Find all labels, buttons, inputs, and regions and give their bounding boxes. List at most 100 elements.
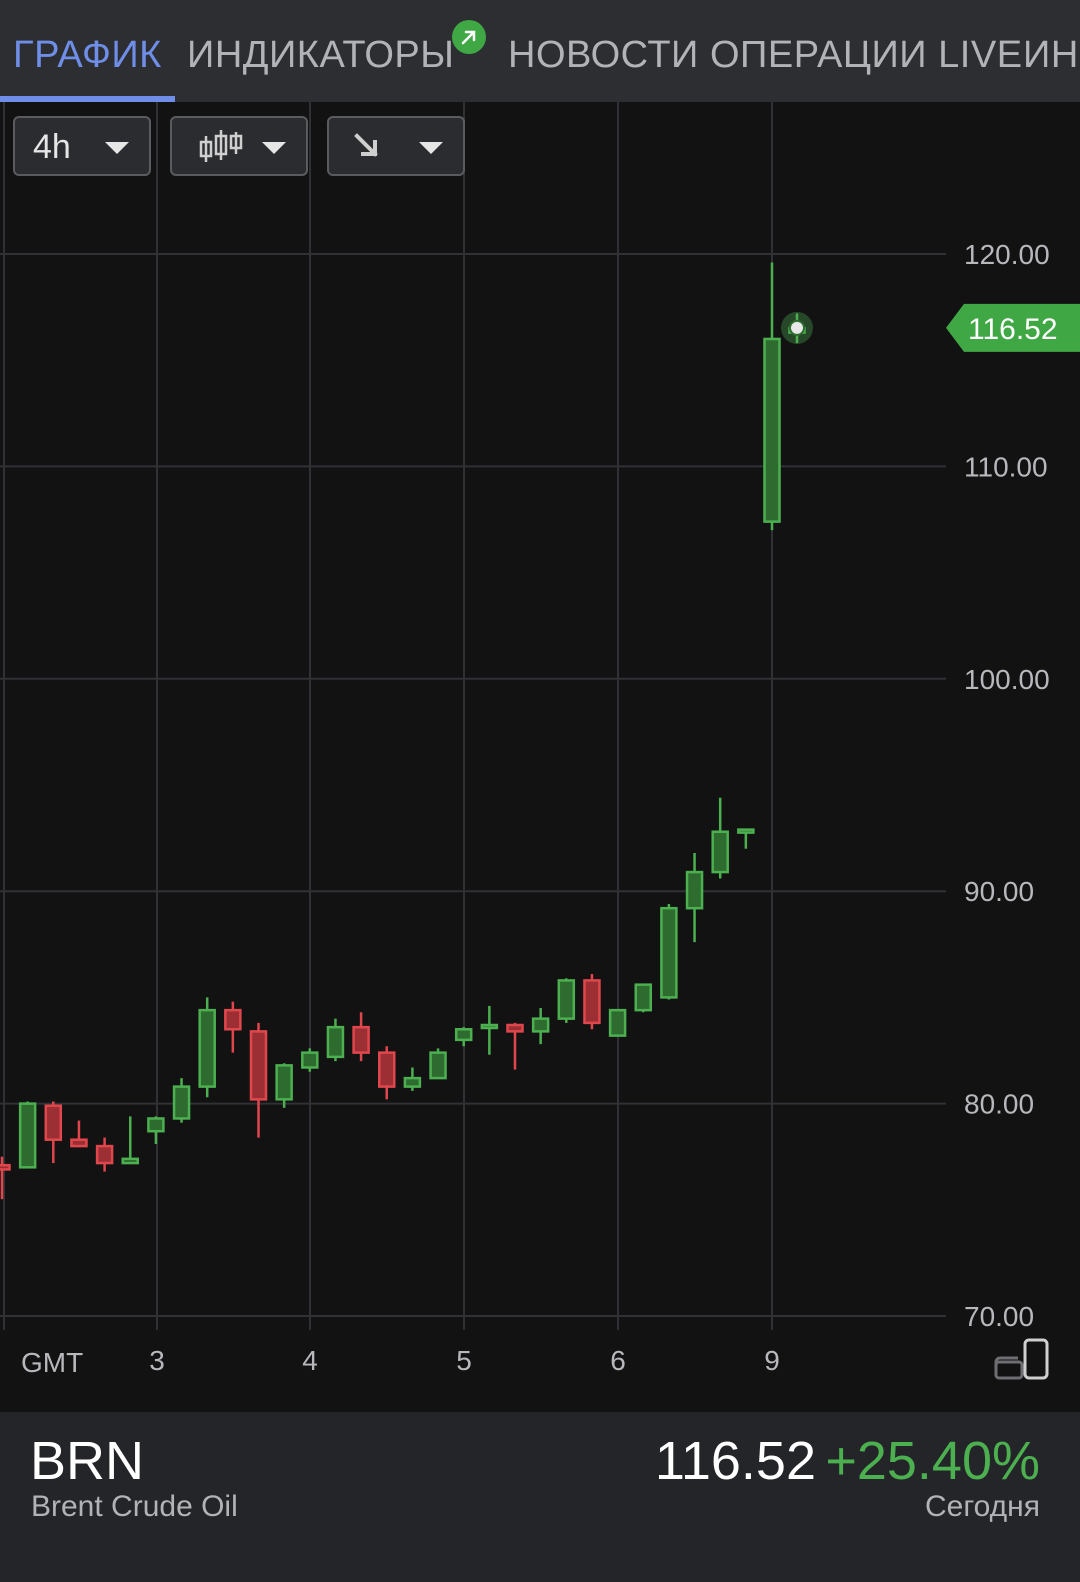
candlestick-icon (199, 130, 243, 162)
price-change: +25.40% (825, 1431, 1040, 1491)
candle-body (198, 1008, 216, 1088)
candle (531, 1008, 550, 1045)
instrument-price: 116.52 (654, 1431, 816, 1491)
candle-body (763, 337, 781, 523)
candle-body (121, 1157, 139, 1165)
candle-body (711, 830, 729, 874)
candle (198, 997, 216, 1098)
candle (147, 1116, 165, 1144)
x-tick-label: 5 (456, 1345, 472, 1376)
candle (711, 797, 729, 879)
candle (301, 1048, 319, 1072)
candle (95, 1137, 114, 1172)
candle-body (301, 1051, 319, 1069)
current-price-label: 116.52 (968, 313, 1058, 346)
candle-body (378, 1051, 396, 1088)
candle (0, 1156, 11, 1200)
candle-body (634, 983, 652, 1012)
y-tick-label: 100.00 (964, 664, 1050, 695)
instrument-footer[interactable] (0, 1412, 1080, 1582)
tab-more[interactable]: ИН (1023, 34, 1079, 76)
tab-news[interactable]: НОВОСТИ (508, 34, 699, 76)
current-price-tag (946, 303, 1080, 352)
candle-body (18, 1102, 37, 1169)
candle (378, 1046, 396, 1100)
x-tick-label: 9 (764, 1345, 780, 1376)
chevron-down-icon (419, 142, 443, 154)
tab-bar: ГРАФИК ИНДИКАТОРЫ НОВОСТИ ОПЕРАЦИИ LIVE … (0, 0, 1080, 102)
candle (403, 1067, 422, 1091)
x-tick-label: 3 (149, 1345, 165, 1376)
x-tick-label: 6 (610, 1345, 626, 1376)
candle-body (660, 906, 678, 999)
y-tick-label: 90.00 (964, 876, 1034, 907)
y-tick-label: 120.00 (964, 239, 1050, 270)
candle (224, 1001, 242, 1053)
candle (18, 1101, 37, 1169)
candle (763, 262, 781, 531)
candle (326, 1018, 345, 1062)
candle-body (557, 979, 576, 1020)
candle (557, 978, 576, 1023)
candle-body (275, 1064, 293, 1101)
candle-body (172, 1085, 191, 1120)
candle-body (326, 1025, 345, 1059)
drawing-tool-selector[interactable] (327, 116, 465, 176)
candle (172, 1078, 191, 1123)
candle-body (685, 870, 704, 910)
candle (454, 1027, 473, 1047)
candle-body (95, 1144, 114, 1165)
candle-body (224, 1008, 242, 1031)
candle-body (249, 1030, 268, 1101)
trend-up-badge-icon (452, 20, 486, 54)
active-tab-indicator (0, 96, 175, 102)
instrument-symbol: BRN (30, 1431, 145, 1491)
candle (737, 828, 755, 849)
arrow-down-right-icon (354, 133, 378, 157)
candle (70, 1120, 88, 1148)
y-tick-label: 70.00 (964, 1301, 1034, 1332)
candle-body (147, 1117, 165, 1133)
candle (352, 1012, 370, 1062)
candle (506, 1022, 524, 1070)
candle-body (531, 1017, 550, 1033)
tab-indicators[interactable]: ИНДИКАТОРЫ (187, 34, 455, 76)
chart-area[interactable] (0, 102, 1080, 1412)
rotate-device-icon[interactable] (992, 1336, 1052, 1384)
candle-body (352, 1025, 370, 1054)
candle (121, 1116, 139, 1165)
candle (660, 903, 678, 1000)
tab-live-operations[interactable]: ОПЕРАЦИИ LIVE (710, 34, 1023, 76)
timezone-label: GMT (21, 1347, 83, 1378)
candle-body (44, 1104, 63, 1141)
chart-type-selector[interactable] (170, 116, 308, 176)
candle-body (403, 1076, 422, 1088)
candle (583, 974, 601, 1030)
candle (608, 1008, 627, 1037)
candle (634, 983, 652, 1013)
candle-body (737, 828, 755, 834)
x-tick-label: 4 (302, 1345, 318, 1376)
candle (275, 1063, 293, 1108)
candle (249, 1022, 268, 1138)
candle (429, 1048, 447, 1080)
instrument-name: Brent Crude Oil (31, 1490, 238, 1523)
candle-body (506, 1023, 524, 1033)
timeframe-selector[interactable]: 4h (13, 116, 151, 176)
candle (44, 1101, 63, 1164)
candle-body (480, 1023, 499, 1030)
change-period: Сегодня (925, 1490, 1040, 1523)
timeframe-value: 4h (33, 128, 71, 166)
y-tick-label: 80.00 (964, 1089, 1034, 1120)
candle (685, 852, 704, 943)
tab-chart[interactable]: ГРАФИК (13, 34, 162, 76)
candle-body (70, 1138, 88, 1148)
candle-body (429, 1051, 447, 1080)
candle-body (454, 1028, 473, 1042)
candle (480, 1005, 499, 1055)
candlestick-chart[interactable]: 120.00 110.00 100.00 90.00 80.00 70.00 3 4 5 6 9 GM… (0, 0, 1080, 1412)
candle-body (608, 1008, 627, 1037)
candle-body (583, 979, 601, 1025)
current-price-marker (789, 319, 805, 336)
chevron-down-icon (105, 142, 129, 154)
